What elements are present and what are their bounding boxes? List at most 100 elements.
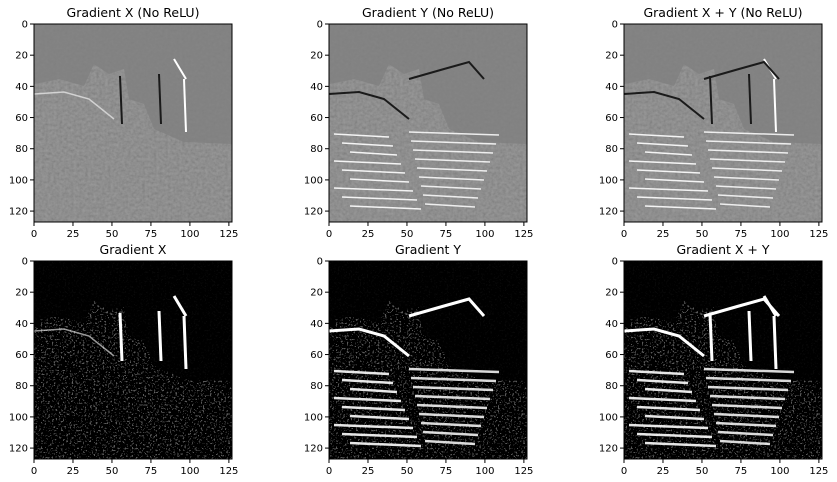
y-tick-label: 80 <box>15 381 28 392</box>
y-tick-label: 60 <box>310 350 323 361</box>
y-tick-label: 0 <box>22 20 28 31</box>
y-tick-label: 40 <box>15 82 28 93</box>
y-tick-label: 80 <box>15 144 28 155</box>
axes-frame <box>623 23 823 223</box>
x-tick-label: 125 <box>219 466 238 477</box>
x-tick-label: 50 <box>401 466 414 477</box>
y-tick-label: 60 <box>605 113 618 124</box>
panel-title: Gradient Y (No ReLU) <box>362 5 494 20</box>
x-tick-label: 25 <box>657 229 670 240</box>
panel-title: Gradient X + Y (No ReLU) <box>643 5 802 20</box>
y-tick-label: 100 <box>304 175 323 186</box>
gradient-image <box>33 23 233 223</box>
x-tick-label: 100 <box>475 229 494 240</box>
panel-title: Gradient X + Y <box>677 242 770 257</box>
x-tick-label: 0 <box>326 229 332 240</box>
y-tick-label: 20 <box>605 51 618 62</box>
y-tick-label: 40 <box>15 319 28 330</box>
x-tick-label: 25 <box>67 229 80 240</box>
panel-4: Gradient X 0 25 50 75 100 125 0 20 40 60 80 100 120 <box>9 242 239 477</box>
x-tick-label: 75 <box>440 229 453 240</box>
panel-title: Gradient X (No ReLU) <box>67 5 200 20</box>
x-tick-label: 125 <box>809 466 828 477</box>
panel-title: Gradient X <box>100 242 167 257</box>
y-tick-label: 60 <box>15 350 28 361</box>
y-tick-label: 100 <box>304 412 323 423</box>
y-tick-label: 60 <box>605 350 618 361</box>
axes-frame <box>328 23 528 223</box>
x-tick-label: 50 <box>696 466 709 477</box>
panel-3: Gradient X + Y (No ReLU) 0 25 50 75 100 125 0 20… <box>599 5 829 240</box>
x-tick-label: 25 <box>362 466 375 477</box>
x-tick-label: 100 <box>180 466 199 477</box>
x-tick-label: 25 <box>67 466 80 477</box>
x-tick-label: 75 <box>735 466 748 477</box>
y-tick-label: 100 <box>9 412 28 423</box>
x-tick-label: 75 <box>735 229 748 240</box>
y-tick-label: 100 <box>599 412 618 423</box>
x-tick-label: 50 <box>106 229 119 240</box>
x-tick-label: 0 <box>326 466 332 477</box>
gradient-image <box>33 260 233 460</box>
x-tick-label: 125 <box>809 229 828 240</box>
x-tick-label: 50 <box>106 466 119 477</box>
y-tick-label: 20 <box>605 288 618 299</box>
y-tick-label: 120 <box>304 444 323 455</box>
y-tick-label: 40 <box>310 82 323 93</box>
axes-frame <box>623 260 823 460</box>
gradient-image <box>328 23 528 223</box>
axes-frame <box>33 23 233 223</box>
x-tick-label: 0 <box>31 229 37 240</box>
x-tick-label: 100 <box>770 466 789 477</box>
x-tick-label: 50 <box>401 229 414 240</box>
gradient-image <box>623 23 823 223</box>
panel-2: Gradient Y (No ReLU) 0 25 50 75 100 125 0 20 40 60… <box>304 5 534 240</box>
axes-frame <box>33 260 233 460</box>
x-tick-label: 0 <box>621 466 627 477</box>
y-tick-label: 40 <box>605 82 618 93</box>
y-tick-label: 0 <box>612 257 618 268</box>
y-tick-label: 120 <box>304 207 323 218</box>
x-tick-label: 100 <box>180 229 199 240</box>
x-tick-label: 125 <box>514 229 533 240</box>
y-tick-label: 100 <box>599 175 618 186</box>
y-tick-label: 40 <box>310 319 323 330</box>
y-tick-label: 0 <box>612 20 618 31</box>
y-tick-label: 0 <box>317 20 323 31</box>
y-tick-label: 80 <box>310 381 323 392</box>
y-tick-label: 40 <box>605 319 618 330</box>
gradient-image <box>328 260 528 460</box>
y-tick-label: 120 <box>599 444 618 455</box>
y-tick-label: 0 <box>317 257 323 268</box>
panel-1: Gradient X (No ReLU) 0 25 50 75 100 125 0 20 40 60… <box>9 5 239 240</box>
y-tick-label: 80 <box>605 381 618 392</box>
x-tick-label: 50 <box>696 229 709 240</box>
x-tick-label: 0 <box>31 466 37 477</box>
y-tick-label: 60 <box>310 113 323 124</box>
panel-title: Gradient Y <box>395 242 461 257</box>
y-tick-label: 0 <box>22 257 28 268</box>
x-tick-label: 125 <box>514 466 533 477</box>
y-tick-label: 20 <box>310 288 323 299</box>
y-tick-label: 120 <box>599 207 618 218</box>
y-tick-label: 60 <box>15 113 28 124</box>
x-tick-label: 100 <box>770 229 789 240</box>
x-tick-label: 75 <box>145 229 158 240</box>
y-tick-label: 20 <box>15 288 28 299</box>
y-tick-label: 80 <box>605 144 618 155</box>
y-tick-label: 120 <box>9 444 28 455</box>
panel-6: Gradient X + Y 0 25 50 75 100 125 0 20 40 60 80 100 1… <box>599 242 829 477</box>
y-tick-label: 80 <box>310 144 323 155</box>
y-tick-label: 120 <box>9 207 28 218</box>
panel-5: Gradient Y 0 25 50 75 100 125 0 20 40 60 80 100 120 <box>304 242 534 477</box>
x-tick-label: 0 <box>621 229 627 240</box>
gradient-image <box>623 260 823 460</box>
x-tick-label: 25 <box>657 466 670 477</box>
y-tick-label: 20 <box>15 51 28 62</box>
x-tick-label: 125 <box>219 229 238 240</box>
x-tick-label: 25 <box>362 229 375 240</box>
y-tick-label: 100 <box>9 175 28 186</box>
axes-frame <box>328 260 528 460</box>
x-tick-label: 100 <box>475 466 494 477</box>
